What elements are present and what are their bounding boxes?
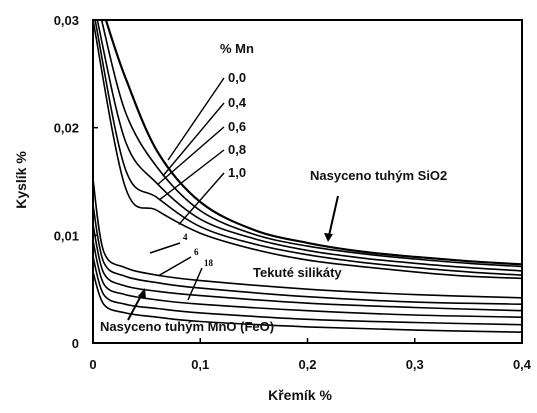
axes [92, 19, 523, 344]
lower-label-pointer-4 [149, 242, 181, 254]
x-tick-label: 0 [89, 357, 96, 372]
y-tick-label: 0,03 [54, 13, 79, 28]
legend-leader-line [156, 126, 225, 186]
series-line-mn-0-0 [104, 19, 523, 266]
lower-series-group [92, 179, 523, 333]
legend: 0,0 0,4 0,6 0,8 1,0 [156, 70, 247, 226]
lower-series-line [92, 271, 523, 333]
legend-leader-line [162, 102, 225, 177]
legend-entry-0-8: 0,8 [228, 142, 246, 157]
lower-series-line [92, 224, 523, 312]
plot-frame [92, 19, 523, 344]
series-line-mn-1-0 [92, 19, 523, 280]
lower-curve-label-4: 4 [183, 232, 188, 242]
legend-entry-0-0: 0,0 [228, 70, 246, 85]
upper-series-group [92, 19, 523, 280]
legend-leader-line [167, 77, 225, 161]
x-tick-label: 0,1 [191, 357, 209, 372]
x-tick-label: 0,2 [298, 357, 316, 372]
lower-series-line [92, 240, 523, 318]
lower-series-line [92, 256, 523, 326]
mno-pointer-head [138, 288, 146, 299]
lower-series-line [92, 205, 523, 305]
legend-leader-line [178, 172, 225, 226]
series-line-mn-0-6 [96, 19, 523, 272]
legend-title: % Mn [220, 41, 254, 56]
series-line-mn-0-8 [94, 19, 523, 276]
tick-labels: 0 0,1 0,2 0,3 0,4 0 0,01 0,02 0,03 [54, 13, 532, 372]
y-tick-label: 0,02 [54, 121, 79, 136]
legend-entry-0-4: 0,4 [228, 95, 247, 110]
y-tick-label: 0,01 [54, 228, 79, 243]
legend-leader-line [159, 149, 225, 201]
annotations: Křemík % Kyslík % % Mn Nasyceno tuhým Si… [13, 41, 447, 403]
legend-entry-1-0: 1,0 [228, 165, 246, 180]
x-axis-label: Křemík % [268, 387, 332, 403]
series-line-mn-0-4 [100, 19, 523, 268]
x-tick-label: 0,3 [406, 357, 424, 372]
legend-entry-0-6: 0,6 [228, 119, 246, 134]
lower-series-line [92, 179, 523, 299]
silica-pointer-head [324, 233, 333, 242]
y-axis-label: Kyslík % [13, 151, 29, 209]
region-label-silica: Nasyceno tuhým SiO2 [310, 168, 447, 183]
lower-label-pointer-18 [187, 267, 203, 301]
lower-curve-label-18: 18 [204, 258, 214, 268]
silica-pointer [327, 195, 339, 241]
region-label-mno: Nasyceno tuhým MnO (FeO) [100, 319, 274, 334]
x-tick-label: 0,4 [513, 357, 532, 372]
region-label-liquid: Tekuté silikáty [253, 265, 342, 280]
lower-curve-label-6: 6 [194, 247, 199, 257]
pointer-arrows [127, 195, 339, 321]
y-tick-label: 0 [72, 336, 79, 351]
lower-label-pointer-6 [157, 256, 192, 277]
